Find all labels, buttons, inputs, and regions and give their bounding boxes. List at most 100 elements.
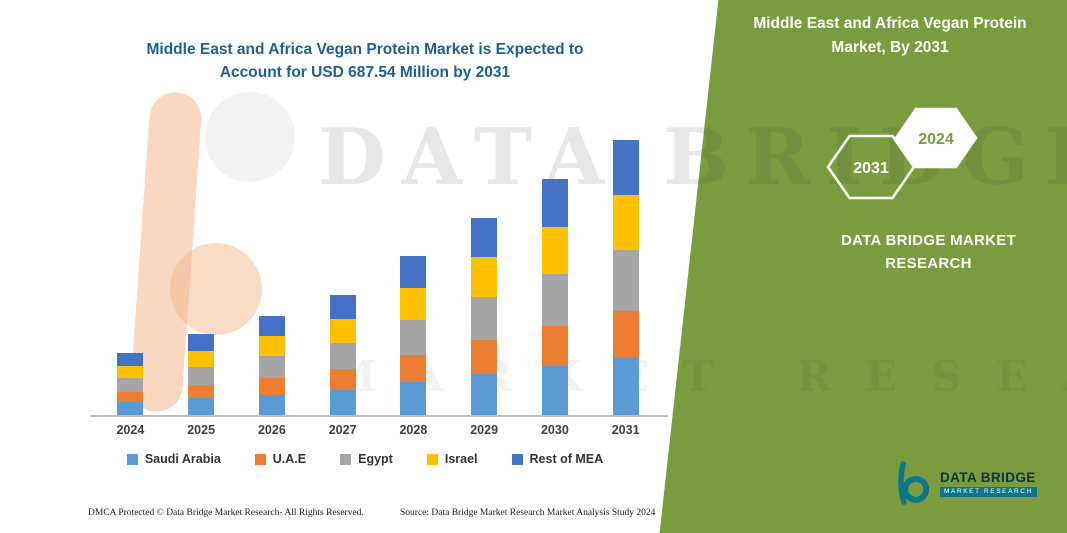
bar-segment-egypt: [329, 342, 356, 370]
bar-segment-egypt: [258, 355, 285, 378]
bar-column: [590, 135, 661, 415]
bar-segment-israel: [117, 365, 144, 379]
bar-segment-egypt: [612, 250, 639, 311]
bar-segment-rest-of-mea: [471, 217, 498, 258]
green-side-panel: [659, 0, 1067, 533]
bar-segment-rest-of-mea: [117, 353, 144, 366]
bar-segment-rest-of-mea: [258, 316, 285, 337]
bar-segment-saudi-arabia: [612, 357, 639, 415]
chart-title: Middle East and Africa Vegan Protein Mar…: [90, 38, 640, 85]
bar-segment-saudi-arabia: [400, 381, 427, 415]
x-axis-labels: 2024 2025 2026 2027 2028 2029 2030 2031: [95, 423, 661, 437]
stacked-bar: [612, 140, 639, 415]
legend-item: Egypt: [340, 452, 393, 466]
bar-segment-u-a-e: [471, 340, 498, 374]
footer-source-text: Source: Data Bridge Market Research Mark…: [400, 508, 656, 518]
bar-segment-saudi-arabia: [188, 398, 215, 415]
x-axis-label: 2027: [328, 423, 357, 437]
bar-segment-israel: [258, 336, 285, 356]
bar-column: [307, 135, 378, 415]
x-axis-label: 2024: [116, 423, 145, 437]
bar-segment-rest-of-mea: [188, 334, 215, 351]
bar-segment-rest-of-mea: [541, 179, 568, 227]
x-axis-label: 2028: [399, 423, 428, 437]
databridge-logo: DATA BRIDGE MARKET RESEARCH: [893, 460, 1037, 506]
bar-segment-egypt: [400, 319, 427, 356]
hexagon-2031-outline: [826, 134, 916, 200]
legend-label: Egypt: [358, 452, 393, 466]
x-axis-label: 2026: [257, 423, 286, 437]
bar-segment-u-a-e: [258, 377, 285, 395]
logo-texts: DATA BRIDGE MARKET RESEARCH: [940, 470, 1037, 497]
bar-segment-rest-of-mea: [400, 256, 427, 289]
chart-title-line2: Account for USD 687.54 Million by 2031: [219, 64, 511, 82]
legend-label: Rest of MEA: [529, 452, 604, 466]
bar-segment-u-a-e: [400, 355, 427, 382]
x-axis-label: 2025: [187, 423, 216, 437]
stacked-bar: [541, 179, 568, 415]
panel-brand-line2: RESEARCH: [885, 254, 972, 272]
legend-swatch: [340, 453, 352, 465]
stacked-bar: [471, 217, 498, 415]
stacked-bar: [258, 316, 285, 415]
stacked-bar-chart: [95, 135, 661, 415]
bar-segment-israel: [541, 226, 568, 274]
bar-segment-saudi-arabia: [117, 402, 144, 415]
bar-segment-saudi-arabia: [471, 373, 498, 415]
bar-segment-israel: [612, 195, 639, 251]
hexagon-2031-year: 2031: [853, 160, 889, 177]
bar-segment-u-a-e: [541, 325, 568, 366]
hexagon-2024-shape: [894, 107, 978, 169]
year-hexagons: 2031 2024: [826, 107, 978, 200]
databridge-b-icon: [898, 461, 930, 505]
legend-swatch: [426, 453, 438, 465]
legend-label: Israel: [444, 452, 478, 466]
bar-segment-rest-of-mea: [329, 294, 356, 319]
bar-segment-u-a-e: [612, 310, 639, 358]
logo-subtitle: MARKET RESEARCH: [940, 486, 1037, 497]
bar-column: [378, 135, 449, 415]
x-axis-label: 2030: [540, 423, 569, 437]
chart-legend: Saudi Arabia U.A.E Egypt Israel Rest of MEA: [75, 452, 655, 466]
panel-brand-line1: DATA BRIDGE MARKET: [840, 232, 1017, 249]
stacked-bar: [188, 334, 215, 415]
bar-column: [166, 135, 237, 415]
bar-segment-egypt: [117, 378, 144, 392]
legend-item: Israel: [426, 452, 478, 466]
legend-label: Saudi Arabia: [144, 452, 221, 466]
bar-column: [237, 135, 308, 415]
stacked-bar: [400, 256, 427, 415]
panel-title: Middle East and Africa Vegan Protein Mar…: [753, 15, 1027, 57]
legend-label: U.A.E: [272, 452, 307, 466]
bar-segment-rest-of-mea: [612, 140, 639, 196]
bar-segment-egypt: [541, 273, 568, 326]
legend-swatch: [511, 453, 523, 465]
legend-item: Saudi Arabia: [126, 452, 221, 466]
bar-segment-u-a-e: [188, 384, 215, 399]
legend-swatch: [126, 453, 138, 465]
bar-segment-u-a-e: [329, 369, 356, 390]
x-axis-label: 2031: [611, 423, 640, 437]
x-axis-line: [90, 415, 668, 417]
bar-segment-egypt: [188, 366, 215, 385]
stacked-bar: [117, 353, 144, 415]
bar-segment-u-a-e: [117, 391, 144, 403]
bar-segment-israel: [400, 288, 427, 320]
bar-column: [95, 135, 166, 415]
bar-segment-saudi-arabia: [329, 389, 356, 415]
bar-column: [449, 135, 520, 415]
bar-segment-saudi-arabia: [541, 365, 568, 415]
x-axis-label: 2029: [470, 423, 499, 437]
legend-item: Rest of MEA: [511, 452, 604, 466]
stacked-bar: [329, 294, 356, 415]
logo-title: DATA BRIDGE: [940, 469, 1036, 485]
hexagon-2024-year: 2024: [918, 131, 954, 148]
bar-segment-egypt: [471, 296, 498, 341]
bar-column: [520, 135, 591, 415]
footer-dmca-text: DMCA Protected © Data Bridge Market Rese…: [88, 508, 364, 518]
panel-brand-text: DATA BRIDGE MARKET RESEARCH: [806, 230, 1051, 275]
bar-segment-saudi-arabia: [258, 394, 285, 415]
legend-item: U.A.E: [254, 452, 307, 466]
chart-title-line1: Middle East and Africa Vegan Protein Mar…: [146, 41, 584, 58]
